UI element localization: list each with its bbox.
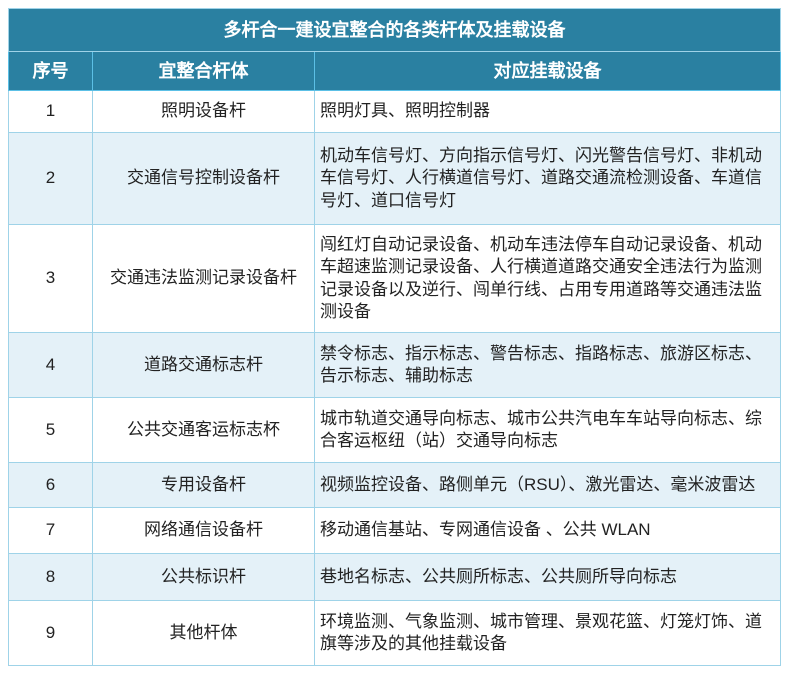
header-pole: 宜整合杆体 <box>92 51 315 91</box>
row-pole: 道路交通标志杆 <box>92 332 315 398</box>
table-row: 1 照明设备杆 照明灯具、照明控制器 <box>8 90 781 133</box>
row-devices: 巷地名标志、公共厕所标志、公共厕所导向标志 <box>314 553 781 601</box>
row-number: 7 <box>8 507 93 554</box>
header-devices: 对应挂载设备 <box>314 51 781 91</box>
row-pole: 交通违法监测记录设备杆 <box>92 224 315 333</box>
row-pole: 其他杆体 <box>92 600 315 666</box>
table-row: 4 道路交通标志杆 禁令标志、指示标志、警告标志、指路标志、旅游区标志、告示标志、辅… <box>8 332 781 398</box>
row-number: 9 <box>8 600 93 666</box>
row-number: 1 <box>8 90 93 133</box>
row-devices: 视频监控设备、路侧单元（RSU）、激光雷达、毫米波雷达 <box>314 462 781 508</box>
row-pole: 交通信号控制设备杆 <box>92 132 315 225</box>
row-number: 2 <box>8 132 93 225</box>
table-row: 8 公共标识杆 巷地名标志、公共厕所标志、公共厕所导向标志 <box>8 553 781 601</box>
table-row: 6 专用设备杆 视频监控设备、路侧单元（RSU）、激光雷达、毫米波雷达 <box>8 462 781 508</box>
row-number: 6 <box>8 462 93 508</box>
table-title: 多杆合一建设宜整合的各类杆体及挂载设备 <box>8 8 781 52</box>
table-row: 7 网络通信设备杆 移动通信基站、专网通信设备 、公共 WLAN <box>8 507 781 554</box>
table-row: 3 交通违法监测记录设备杆 闯红灯自动记录设备、机动车违法停车自动记录设备、机动车超… <box>8 224 781 333</box>
table-row: 5 公共交通客运标志杯 城市轨道交通导向标志、城市公共汽电车车站导向标志、综合客运枢… <box>8 397 781 463</box>
row-devices: 禁令标志、指示标志、警告标志、指路标志、旅游区标志、告示标志、辅助标志 <box>314 332 781 398</box>
table-row: 9 其他杆体 环境监测、气象监测、城市管理、景观花篮、灯笼灯饰、道旗等涉及的其他挂载… <box>8 600 781 666</box>
row-devices: 照明灯具、照明控制器 <box>314 90 781 133</box>
row-number: 3 <box>8 224 93 333</box>
header-no: 序号 <box>8 51 93 91</box>
row-pole: 网络通信设备杆 <box>92 507 315 554</box>
row-devices: 环境监测、气象监测、城市管理、景观花篮、灯笼灯饰、道旗等涉及的其他挂载设备 <box>314 600 781 666</box>
row-number: 5 <box>8 397 93 463</box>
row-pole: 照明设备杆 <box>92 90 315 133</box>
row-number: 8 <box>8 553 93 601</box>
row-pole: 公共标识杆 <box>92 553 315 601</box>
row-number: 4 <box>8 332 93 398</box>
poles-table: 多杆合一建设宜整合的各类杆体及挂载设备 序号 宜整合杆体 对应挂载设备 1 照明设… <box>8 8 781 666</box>
table-row: 2 交通信号控制设备杆 机动车信号灯、方向指示信号灯、闪光警告信号灯、非机动车信号灯… <box>8 132 781 225</box>
row-devices: 机动车信号灯、方向指示信号灯、闪光警告信号灯、非机动车信号灯、人行横道信号灯、道… <box>314 132 781 225</box>
row-pole: 专用设备杆 <box>92 462 315 508</box>
row-pole: 公共交通客运标志杯 <box>92 397 315 463</box>
row-devices: 闯红灯自动记录设备、机动车违法停车自动记录设备、机动车超速监测记录设备、人行横道… <box>314 224 781 333</box>
row-devices: 城市轨道交通导向标志、城市公共汽电车车站导向标志、综合客运枢纽（站）交通导向标志 <box>314 397 781 463</box>
row-devices: 移动通信基站、专网通信设备 、公共 WLAN <box>314 507 781 554</box>
